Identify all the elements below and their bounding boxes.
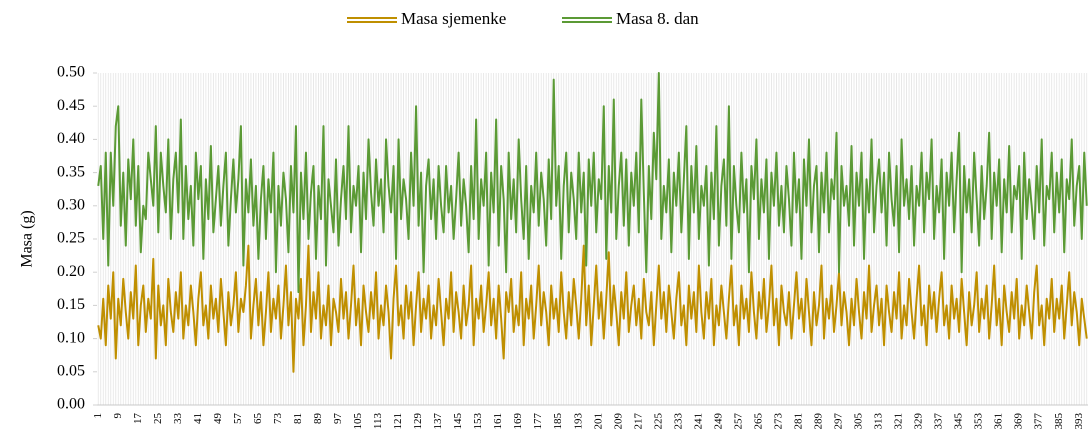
y-tick-label: 0.15 [57,296,85,313]
x-tick-label: 161 [492,413,504,430]
y-tick-label: 0.20 [57,263,85,280]
x-tick-label: 57 [232,413,244,425]
y-tick-label: 0.30 [57,196,85,213]
x-tick-label: 193 [572,413,584,430]
x-tick-label: 145 [452,413,464,430]
x-tick-label: 369 [1013,413,1025,430]
x-tick-label: 345 [953,413,965,430]
x-tick-label: 209 [612,413,624,430]
x-tick-label: 89 [312,413,324,425]
x-tick-label: 105 [352,413,364,430]
x-tick-label: 121 [392,413,404,430]
x-tick-label: 73 [272,413,284,425]
x-tick-label: 185 [552,413,564,430]
x-tick-label: 393 [1073,413,1085,430]
x-tick-label: 9 [112,413,124,419]
x-tick-label: 17 [132,413,144,425]
x-tick-label: 177 [532,413,544,430]
x-tick-label: 65 [252,413,264,425]
x-tick-label: 249 [712,413,724,430]
y-tick-label: 0.40 [57,130,85,147]
x-tick-label: 337 [933,413,945,430]
y-tick-label: 0.25 [57,230,85,247]
x-tick-label: 201 [592,413,604,430]
x-tick-label: 225 [652,413,664,430]
x-tick-label: 169 [512,413,524,430]
x-tick-label: 385 [1053,413,1065,430]
x-tick-label: 297 [833,413,845,430]
x-tick-label: 361 [993,413,1005,430]
y-tick-label: 0.35 [57,163,85,180]
x-tick-label: 137 [432,413,444,430]
x-tick-label: 25 [152,413,164,425]
y-tick-label: 0.05 [57,362,85,379]
x-tick-label: 273 [772,413,784,430]
x-tick-label: 233 [672,413,684,430]
series-line [97,244,1088,373]
x-tick-label: 33 [172,413,184,425]
y-tick-label: 0.10 [57,329,85,346]
x-tick-label: 305 [853,413,865,430]
series-line [97,72,1088,294]
legend-label: Masa 8. dan [616,9,699,28]
x-tick-label: 377 [1033,413,1045,430]
y-tick-label: 0.00 [57,396,85,413]
plot-background [97,73,1088,405]
x-tick-label: 153 [472,413,484,430]
x-tick-label: 281 [792,413,804,430]
x-tick-label: 321 [893,413,905,430]
x-tick-label: 129 [412,413,424,430]
x-tick-label: 1 [92,413,104,419]
x-tick-label: 289 [813,413,825,430]
x-tick-label: 313 [873,413,885,430]
y-tick-label: 0.45 [57,97,85,114]
x-tick-label: 353 [973,413,985,430]
x-tick-label: 329 [913,413,925,430]
x-tick-label: 97 [332,413,344,425]
y-tick-label: 0.50 [57,64,85,81]
legend-label: Masa sjemenke [401,9,506,28]
x-tick-label: 257 [732,413,744,430]
x-tick-label: 113 [372,413,384,430]
x-tick-label: 41 [192,413,204,424]
x-tick-label: 81 [292,413,304,424]
x-tick-label: 49 [212,413,224,425]
x-tick-label: 217 [632,413,644,430]
x-tick-label: 241 [692,413,704,430]
x-tick-label: 265 [752,413,764,430]
y-axis-title: Masa (g) [19,210,36,267]
